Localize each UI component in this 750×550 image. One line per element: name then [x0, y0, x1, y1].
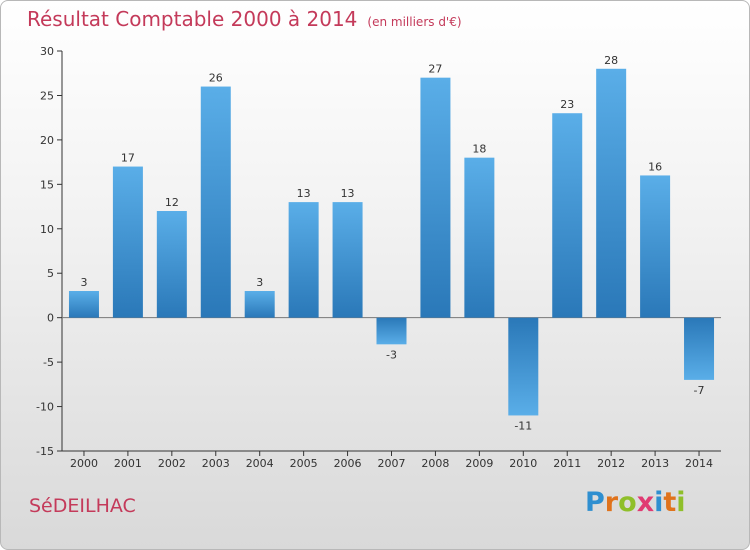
data-label-2003: 26 [209, 72, 223, 85]
data-label-2010: -11 [514, 419, 532, 432]
bar-2001 [112, 166, 143, 318]
data-label-2011: 23 [560, 98, 574, 111]
x-tick-label: 2001 [114, 457, 142, 470]
bar-2012 [596, 68, 627, 318]
bar-2007 [376, 317, 407, 345]
y-tick-label: 15 [40, 178, 54, 191]
x-tick-label: 2003 [202, 457, 230, 470]
x-tick-label: 2000 [70, 457, 98, 470]
chart-title: Résultat Comptable 2000 à 2014 (en millie… [27, 7, 462, 31]
data-label-2012: 28 [604, 54, 618, 67]
x-tick-label: 2006 [334, 457, 362, 470]
x-tick-label: 2004 [246, 457, 274, 470]
chart-subtitle: (en milliers d'€) [367, 15, 462, 29]
data-label-2001: 17 [121, 152, 135, 165]
data-label-2013: 16 [648, 160, 662, 173]
bar-2008 [420, 77, 451, 318]
bar-2013 [640, 175, 671, 318]
bar-2006 [332, 202, 363, 318]
bar-2011 [552, 113, 583, 318]
proxiti-logo: Proxiti [585, 487, 686, 518]
y-tick-label: 10 [40, 223, 54, 236]
logo-letter: i [654, 487, 664, 518]
data-label-2014: -7 [694, 384, 705, 397]
y-tick-label: 30 [40, 45, 54, 58]
data-label-2006: 13 [341, 187, 355, 200]
data-label-2002: 12 [165, 196, 179, 209]
location-name: SéDEILHAC [29, 495, 136, 517]
y-tick-label: -15 [36, 445, 54, 458]
bar-2004 [244, 291, 275, 318]
data-label-2009: 18 [472, 143, 486, 156]
logo-letter: P [585, 487, 605, 518]
x-tick-label: 2014 [685, 457, 713, 470]
x-tick-label: 2012 [597, 457, 625, 470]
x-tick-label: 2002 [158, 457, 186, 470]
data-label-2004: 3 [256, 276, 263, 289]
bar-2010 [508, 317, 539, 416]
y-tick-label: -5 [43, 356, 54, 369]
x-tick-label: 2011 [553, 457, 581, 470]
data-label-2000: 3 [80, 276, 87, 289]
y-tick-label: -10 [36, 401, 54, 414]
logo-letter: i [676, 487, 686, 518]
bar-2003 [200, 86, 231, 318]
y-tick-label: 20 [40, 134, 54, 147]
y-tick-label: 25 [40, 89, 54, 102]
bar-2009 [464, 157, 495, 318]
logo-letter: o [618, 487, 637, 518]
x-tick-label: 2009 [465, 457, 493, 470]
bar-2002 [156, 211, 187, 318]
data-label-2008: 27 [428, 63, 442, 76]
x-tick-label: 2008 [421, 457, 449, 470]
y-tick-label: 0 [47, 312, 54, 325]
bar-2005 [288, 202, 319, 318]
bar-2000 [68, 291, 99, 318]
data-label-2007: -3 [386, 348, 397, 361]
logo-letter: t [663, 487, 677, 518]
x-tick-label: 2005 [290, 457, 318, 470]
bar-2014 [684, 317, 715, 380]
x-tick-label: 2013 [641, 457, 669, 470]
chart-title-text: Résultat Comptable 2000 à 2014 [27, 7, 358, 31]
data-label-2005: 13 [297, 187, 311, 200]
logo-letter: r [604, 487, 619, 518]
x-tick-label: 2010 [509, 457, 537, 470]
logo-letter: x [636, 487, 655, 518]
x-tick-label: 2007 [378, 457, 406, 470]
y-tick-label: 5 [47, 267, 54, 280]
